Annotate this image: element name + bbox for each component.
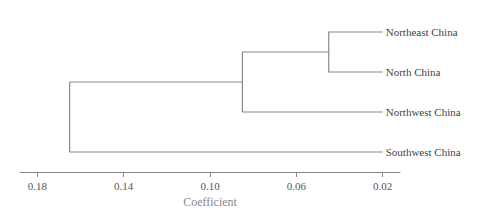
svg-text:Northwest China: Northwest China	[386, 106, 461, 118]
svg-text:North China: North China	[386, 66, 441, 78]
svg-text:Northeast China: Northeast China	[386, 26, 458, 38]
svg-text:0.02: 0.02	[373, 180, 392, 192]
svg-text:0.18: 0.18	[28, 180, 48, 192]
svg-text:Southwest China: Southwest China	[386, 146, 461, 158]
svg-text:Coefficient: Coefficient	[183, 195, 237, 209]
svg-text:0.06: 0.06	[287, 180, 307, 192]
svg-text:0.14: 0.14	[114, 180, 134, 192]
svg-text:0.10: 0.10	[200, 180, 220, 192]
